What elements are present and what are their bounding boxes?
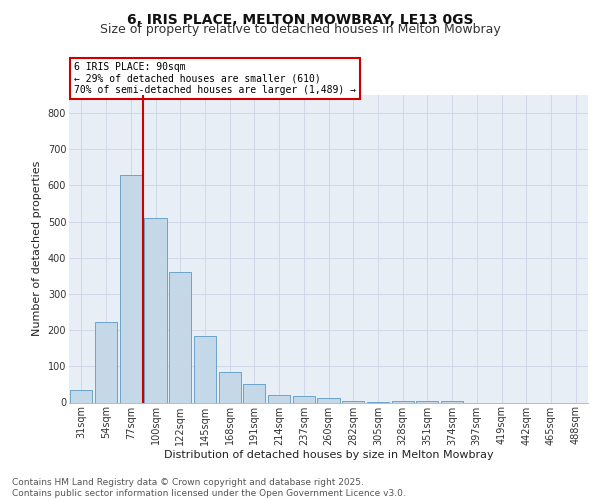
Bar: [194, 336, 216, 402]
Bar: [95, 322, 117, 402]
Bar: [218, 372, 241, 402]
Bar: [70, 390, 92, 402]
Text: Size of property relative to detached houses in Melton Mowbray: Size of property relative to detached ho…: [100, 22, 500, 36]
Text: 6 IRIS PLACE: 90sqm
← 29% of detached houses are smaller (610)
70% of semi-detac: 6 IRIS PLACE: 90sqm ← 29% of detached ho…: [74, 62, 356, 95]
Bar: [268, 394, 290, 402]
Bar: [119, 174, 142, 402]
Bar: [342, 400, 364, 402]
Y-axis label: Number of detached properties: Number of detached properties: [32, 161, 42, 336]
Bar: [169, 272, 191, 402]
Bar: [392, 400, 414, 402]
Text: Contains HM Land Registry data © Crown copyright and database right 2025.
Contai: Contains HM Land Registry data © Crown c…: [12, 478, 406, 498]
Text: 6, IRIS PLACE, MELTON MOWBRAY, LE13 0GS: 6, IRIS PLACE, MELTON MOWBRAY, LE13 0GS: [127, 12, 473, 26]
X-axis label: Distribution of detached houses by size in Melton Mowbray: Distribution of detached houses by size …: [164, 450, 493, 460]
Bar: [416, 401, 439, 402]
Bar: [293, 396, 315, 402]
Bar: [317, 398, 340, 402]
Bar: [243, 384, 265, 402]
Bar: [145, 218, 167, 402]
